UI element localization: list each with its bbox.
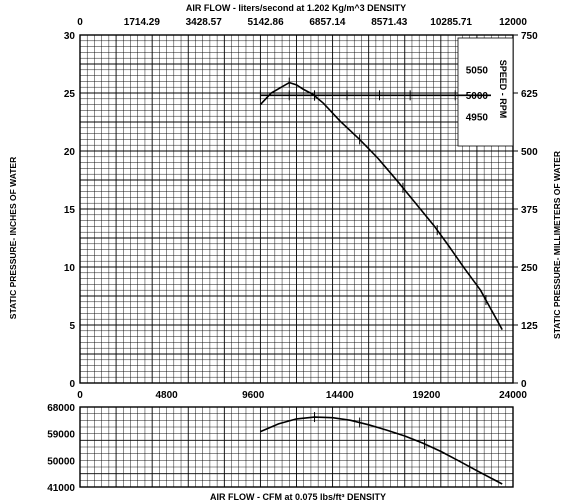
top-x-tick-label: 1714.29 — [124, 17, 161, 28]
main-plot-grid — [79, 34, 514, 384]
left-y-tick-label: 10 — [64, 263, 76, 274]
top-x-tick-label: 8571.43 — [371, 17, 408, 28]
bottom-x-tick-label: 4800 — [155, 390, 178, 401]
speed-tick-label: 4950 — [466, 113, 489, 124]
right-axis-label: STATIC PRESSURE- MILLIMETERS OF WATER — [552, 151, 562, 339]
lower-plot-grid — [79, 406, 514, 488]
lower-y-tick-label: 41000 — [47, 483, 75, 494]
bottom-x-tick-label: 19200 — [412, 390, 440, 401]
right-y-tick-label: 625 — [521, 89, 538, 100]
left-y-tick-label: 30 — [64, 31, 76, 42]
lower-curve — [260, 416, 503, 485]
bottom-axis-label: AIR FLOW - CFM at 0.075 lbs/ft³ DENSITY — [210, 492, 386, 502]
left-y-tick-label: 20 — [64, 147, 76, 158]
bottom-x-tick-label: 9600 — [242, 390, 265, 401]
left-y-tick-label: 0 — [69, 379, 75, 390]
top-axis-title: AIR FLOW - liters/second at 1.202 Kg/m^3… — [186, 3, 406, 13]
right-y-tick-label: 375 — [521, 205, 538, 216]
left-y-tick-label: 15 — [64, 205, 76, 216]
lower-y-tick-label: 59000 — [47, 430, 75, 441]
bottom-x-tick-label: 0 — [77, 390, 83, 401]
top-x-tick-label: 0 — [77, 17, 83, 28]
top-x-tick-label: 12000 — [499, 17, 527, 28]
left-y-tick-label: 5 — [69, 321, 75, 332]
right-y-tick-label: 0 — [521, 379, 527, 390]
right-y-tick-label: 125 — [521, 321, 538, 332]
lower-y-tick-label: 50000 — [47, 456, 75, 467]
curves — [259, 77, 503, 485]
lower-y-tick-label: 68000 — [47, 403, 75, 414]
bottom-x-tick-label: 24000 — [499, 390, 527, 401]
speed-panel-box — [457, 37, 514, 147]
right-y-tick-label: 250 — [521, 263, 538, 274]
speed-axis-label: SPEED - RPM — [498, 60, 508, 119]
top-x-tick-label: 3428.57 — [186, 17, 223, 28]
speed-tick-label: 5050 — [466, 66, 489, 77]
top-x-tick-label: 6857.14 — [309, 17, 346, 28]
left-axis-label: STATIC PRESSURE- INCHES OF WATER — [8, 157, 18, 319]
bottom-x-tick-label: 14400 — [326, 390, 354, 401]
top-x-tick-label: 10285.71 — [430, 17, 472, 28]
top-x-tick-label: 5142.86 — [247, 17, 284, 28]
left-y-tick-label: 25 — [64, 89, 76, 100]
right-y-tick-label: 500 — [521, 147, 538, 158]
right-y-tick-label: 750 — [521, 31, 538, 42]
speed-panel: 5050 5000 4950 SPEED - RPM — [259, 37, 514, 147]
speed-tick-label: 5000 — [466, 91, 489, 102]
